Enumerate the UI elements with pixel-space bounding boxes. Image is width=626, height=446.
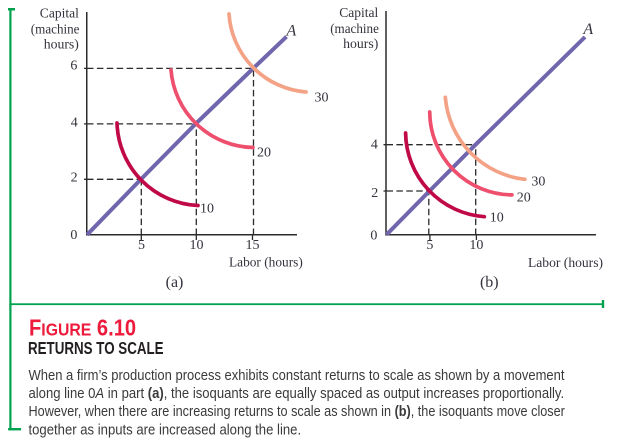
svg-text:FIGURE 6.10: FIGURE 6.10: [29, 315, 136, 340]
svg-text:(machine: (machine: [330, 22, 379, 37]
svg-text:A: A: [582, 21, 593, 38]
svg-text:5: 5: [138, 238, 145, 253]
svg-text:10: 10: [200, 202, 214, 217]
svg-text:hours): hours): [44, 37, 80, 52]
svg-text:together as inputs are increas: together as inputs are increased along t…: [29, 421, 302, 438]
svg-text:20: 20: [257, 146, 271, 161]
svg-text:When a firm’s production proce: When a firm’s production process exhibit…: [29, 366, 565, 383]
svg-text:A: A: [286, 23, 297, 40]
svg-text:0: 0: [370, 228, 377, 243]
svg-text:20: 20: [517, 191, 531, 206]
svg-text:Labor (hours): Labor (hours): [229, 255, 303, 270]
svg-text:(machine: (machine: [31, 22, 80, 37]
svg-text:along line 0A in part (a), the: along line 0A in part (a), the isoquants…: [29, 384, 565, 401]
svg-text:15: 15: [246, 238, 260, 253]
svg-text:2: 2: [371, 186, 378, 201]
svg-text:0: 0: [70, 228, 77, 243]
svg-text:RETURNS TO SCALE: RETURNS TO SCALE: [28, 339, 164, 358]
svg-text:(b): (b): [480, 274, 499, 291]
svg-text:(a): (a): [166, 274, 184, 291]
svg-text:Labor (hours): Labor (hours): [528, 256, 603, 271]
svg-text:5: 5: [426, 238, 433, 253]
svg-text:6: 6: [70, 59, 77, 74]
svg-text:Capital: Capital: [339, 6, 378, 21]
svg-text:30: 30: [315, 91, 329, 106]
svg-text:4: 4: [371, 138, 378, 153]
svg-text:10: 10: [190, 238, 204, 253]
svg-text:However, when there are increa: However, when there are increasing retur…: [29, 402, 566, 419]
svg-text:2: 2: [71, 170, 78, 185]
svg-text:Capital: Capital: [40, 7, 79, 22]
svg-text:hours): hours): [343, 37, 379, 52]
svg-text:30: 30: [531, 175, 545, 190]
svg-text:4: 4: [71, 115, 78, 130]
svg-text:10: 10: [490, 211, 504, 226]
svg-text:10: 10: [469, 238, 483, 253]
